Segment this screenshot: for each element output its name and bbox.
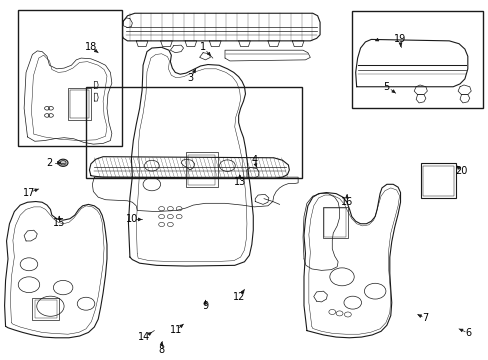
Text: 12: 12 xyxy=(233,292,245,302)
Bar xyxy=(351,12,483,108)
Bar xyxy=(70,90,89,118)
Text: 14: 14 xyxy=(138,332,150,342)
Text: 2: 2 xyxy=(46,158,53,168)
Text: 13: 13 xyxy=(233,177,245,187)
Circle shape xyxy=(58,159,68,166)
Text: 16: 16 xyxy=(340,197,352,207)
Text: 15: 15 xyxy=(53,218,65,228)
Bar xyxy=(86,87,302,178)
Text: 20: 20 xyxy=(454,166,467,176)
Text: 6: 6 xyxy=(465,328,471,338)
Text: 9: 9 xyxy=(202,301,208,311)
Bar xyxy=(32,298,59,320)
Bar xyxy=(35,300,57,318)
Bar xyxy=(420,163,455,198)
Text: 5: 5 xyxy=(382,82,388,93)
Text: 7: 7 xyxy=(421,313,427,323)
Bar xyxy=(18,10,122,146)
Bar xyxy=(68,88,91,120)
Text: 18: 18 xyxy=(84,42,97,52)
Text: 19: 19 xyxy=(394,35,406,44)
Text: 8: 8 xyxy=(158,345,164,355)
Bar xyxy=(188,155,215,185)
Text: 11: 11 xyxy=(170,325,182,335)
Text: 4: 4 xyxy=(251,155,257,165)
Text: 17: 17 xyxy=(23,188,35,198)
Text: 3: 3 xyxy=(187,73,194,83)
Bar xyxy=(185,152,217,187)
Bar xyxy=(322,207,347,238)
Text: 1: 1 xyxy=(200,42,206,52)
Bar xyxy=(324,208,345,237)
Bar xyxy=(422,166,453,196)
Text: 10: 10 xyxy=(126,215,138,224)
